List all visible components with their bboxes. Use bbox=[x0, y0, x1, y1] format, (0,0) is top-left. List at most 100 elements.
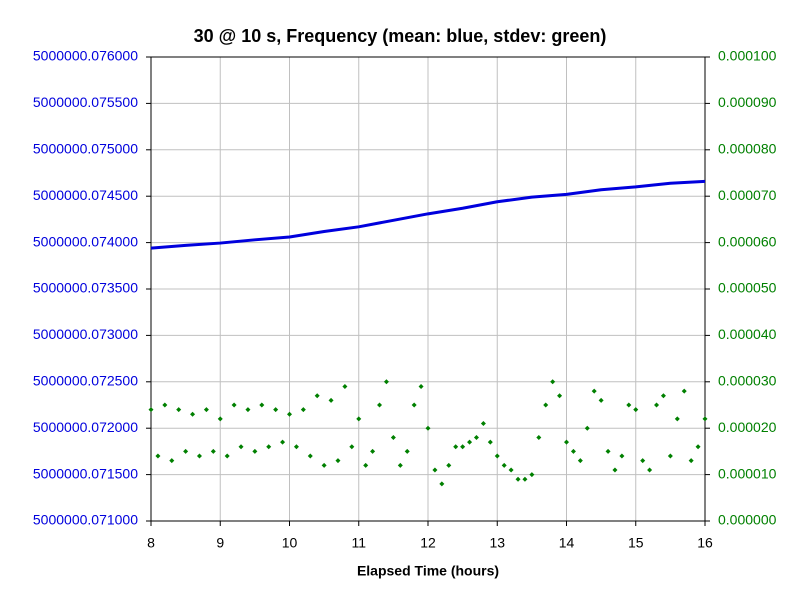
data-point bbox=[217, 416, 223, 422]
plot-border bbox=[150, 56, 706, 522]
data-point bbox=[508, 467, 514, 473]
data-point bbox=[190, 411, 196, 417]
data-point bbox=[453, 444, 459, 450]
x-tick-label: 10 bbox=[282, 535, 298, 551]
x-tick-label: 14 bbox=[559, 535, 575, 551]
y2-tick-label: 0.000020 bbox=[718, 419, 777, 435]
data-point bbox=[231, 402, 237, 408]
data-point bbox=[183, 448, 189, 454]
data-point bbox=[460, 444, 466, 450]
data-point bbox=[169, 458, 175, 464]
data-point bbox=[494, 453, 500, 459]
data-point bbox=[480, 421, 486, 427]
x-tick-label: 9 bbox=[216, 535, 224, 551]
data-point bbox=[280, 439, 286, 445]
data-point bbox=[411, 402, 417, 408]
y2-tick-label: 0.000040 bbox=[718, 326, 777, 342]
data-point bbox=[626, 402, 632, 408]
data-point bbox=[266, 444, 272, 450]
data-point bbox=[432, 467, 438, 473]
data-point bbox=[702, 416, 708, 422]
data-point bbox=[501, 462, 507, 468]
y2-tick-label: 0.000080 bbox=[718, 141, 777, 157]
data-point bbox=[377, 402, 383, 408]
data-point bbox=[162, 402, 168, 408]
y-tick-label: 5000000.073000 bbox=[33, 326, 138, 342]
data-point bbox=[467, 439, 473, 445]
data-point bbox=[522, 476, 528, 482]
x-tick-label: 12 bbox=[420, 535, 436, 551]
y2-tick-label: 0.000010 bbox=[718, 465, 777, 481]
data-point bbox=[529, 472, 535, 478]
y2-tick-label: 0.000060 bbox=[718, 233, 777, 249]
data-point bbox=[273, 407, 279, 413]
data-point bbox=[335, 458, 341, 464]
x-tick-label: 13 bbox=[489, 535, 505, 551]
data-point bbox=[619, 453, 625, 459]
data-point bbox=[695, 444, 701, 450]
y-tick-label: 5000000.075500 bbox=[33, 94, 138, 110]
data-point bbox=[321, 462, 327, 468]
data-point bbox=[238, 444, 244, 450]
x-tick-label: 15 bbox=[628, 535, 644, 551]
data-point bbox=[557, 393, 563, 399]
data-point bbox=[515, 476, 521, 482]
data-point bbox=[487, 439, 493, 445]
data-point bbox=[245, 407, 251, 413]
x-axis-label: Elapsed Time (hours) bbox=[357, 563, 499, 579]
y-tick-label: 5000000.072500 bbox=[33, 373, 138, 389]
data-point bbox=[342, 383, 348, 389]
y2-tick-label: 0.000000 bbox=[718, 512, 777, 528]
data-point bbox=[654, 402, 660, 408]
y-tick-label: 5000000.071000 bbox=[33, 512, 138, 528]
data-point bbox=[370, 448, 376, 454]
data-point bbox=[148, 407, 154, 413]
data-point bbox=[196, 453, 202, 459]
y-tick-label: 5000000.074000 bbox=[33, 233, 138, 249]
data-point bbox=[259, 402, 265, 408]
y2-tick-label: 0.000070 bbox=[718, 187, 777, 203]
data-point bbox=[550, 379, 556, 385]
y-tick-label: 5000000.074500 bbox=[33, 187, 138, 203]
x-tick-label: 11 bbox=[351, 535, 366, 551]
data-point bbox=[224, 453, 230, 459]
data-point bbox=[446, 462, 452, 468]
data-point bbox=[564, 439, 569, 445]
data-point bbox=[584, 425, 590, 431]
data-point bbox=[598, 397, 604, 403]
data-point bbox=[473, 434, 479, 440]
y-tick-label: 5000000.072000 bbox=[33, 419, 138, 435]
data-point bbox=[674, 416, 680, 422]
data-point bbox=[155, 453, 161, 459]
data-point bbox=[591, 388, 597, 394]
data-point bbox=[681, 388, 687, 394]
data-point bbox=[633, 407, 639, 413]
data-point bbox=[176, 407, 182, 413]
data-point bbox=[612, 467, 618, 473]
y2-tick-label: 0.000100 bbox=[718, 48, 777, 64]
data-point bbox=[667, 453, 673, 459]
data-point bbox=[314, 393, 320, 399]
chart-title: 30 @ 10 s, Frequency (mean: blue, stdev:… bbox=[194, 26, 607, 46]
y-tick-label: 5000000.073500 bbox=[33, 280, 138, 296]
data-point bbox=[536, 434, 542, 440]
data-point bbox=[640, 458, 646, 464]
data-point bbox=[570, 448, 576, 454]
data-point bbox=[349, 444, 355, 450]
data-point bbox=[363, 462, 369, 468]
data-point bbox=[647, 467, 653, 473]
data-point bbox=[252, 448, 258, 454]
y-tick-label: 5000000.071500 bbox=[33, 465, 138, 481]
y2-tick-label: 0.000030 bbox=[718, 373, 777, 389]
data-point bbox=[287, 411, 292, 417]
data-point bbox=[356, 416, 362, 422]
data-point bbox=[425, 425, 431, 431]
data-point bbox=[605, 448, 611, 454]
data-point bbox=[203, 407, 209, 413]
data-point bbox=[404, 448, 410, 454]
x-tick-label: 8 bbox=[147, 535, 155, 551]
y-tick-label: 5000000.075000 bbox=[33, 141, 138, 157]
data-point bbox=[688, 458, 694, 464]
